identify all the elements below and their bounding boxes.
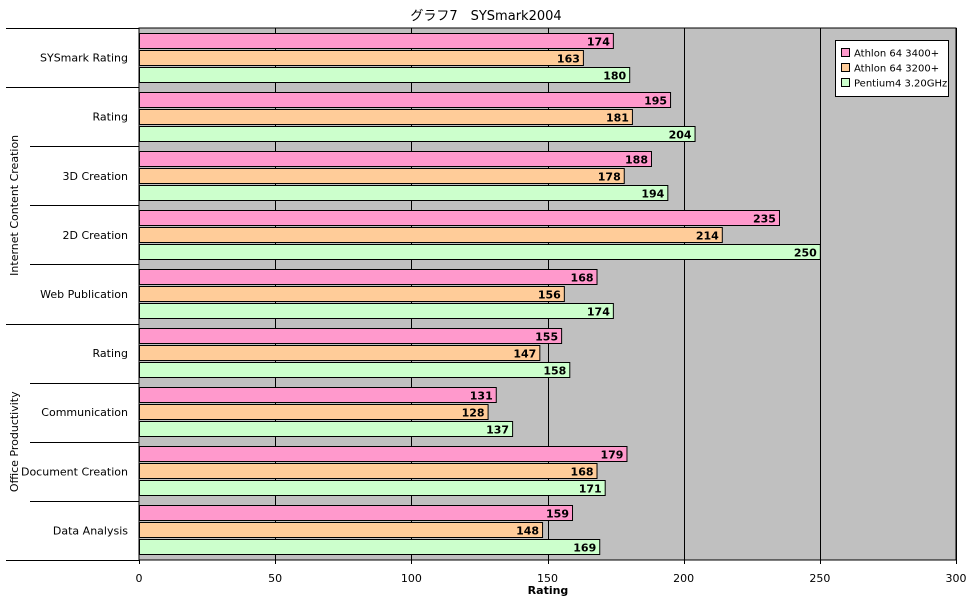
bar (139, 404, 489, 420)
legend-swatch (841, 63, 850, 72)
data-label: 128 (462, 407, 485, 420)
category-label: Web Publication (40, 288, 128, 301)
data-label: 195 (644, 95, 667, 108)
bar (139, 387, 497, 403)
data-label: 156 (538, 289, 561, 302)
legend-swatch (841, 78, 850, 87)
bar (139, 463, 598, 479)
data-label: 179 (601, 449, 624, 462)
data-label: 194 (641, 188, 664, 201)
bar (139, 303, 614, 319)
x-tick-label: 150 (537, 572, 558, 585)
bar (139, 362, 571, 378)
bar (139, 505, 574, 521)
data-label: 174 (587, 36, 610, 49)
legend-entry: Athlon 64 3400+ (854, 49, 939, 60)
bar (139, 185, 669, 201)
category-label: Data Analysis (53, 524, 128, 537)
legend-box (835, 40, 949, 97)
bar (139, 126, 696, 142)
legend: Athlon 64 3400+ Athlon 64 3200+ Pentium4 3… (835, 40, 949, 97)
x-tick-label: 300 (946, 572, 967, 585)
data-label: 131 (470, 390, 493, 403)
category-label: 3D Creation (62, 170, 128, 183)
bar (139, 109, 633, 125)
x-axis-label: Rating (528, 584, 569, 597)
data-label: 137 (486, 424, 509, 437)
bar (139, 328, 563, 344)
data-label: 168 (571, 272, 594, 285)
data-label: 174 (587, 306, 610, 319)
bar (139, 50, 584, 66)
data-label: 169 (573, 542, 596, 555)
data-label: 171 (579, 483, 602, 496)
data-label: 148 (516, 525, 539, 538)
x-tick-label: 0 (136, 572, 143, 585)
bar (139, 522, 544, 538)
legend-swatch (841, 48, 850, 57)
category-label: SYSmark Rating (40, 52, 128, 65)
bar (139, 446, 628, 462)
chart-title: グラフ7 SYSmark2004 (410, 9, 561, 24)
bar (139, 168, 625, 184)
data-label: 158 (543, 365, 566, 378)
data-label: 155 (535, 331, 558, 344)
data-label: 181 (606, 112, 629, 125)
category-label: Rating (93, 111, 128, 124)
x-tick-label: 200 (673, 572, 694, 585)
data-label: 188 (625, 154, 648, 167)
bar (139, 92, 672, 108)
data-label: 147 (513, 348, 536, 361)
x-tick-label: 250 (809, 572, 830, 585)
category-label: Rating (93, 347, 128, 360)
bar (139, 210, 780, 226)
group-label: Internet Content Creation (8, 135, 21, 276)
x-tick-label: 100 (401, 572, 422, 585)
bar (139, 244, 821, 260)
bar (139, 67, 631, 83)
legend-entry: Athlon 64 3200+ (854, 64, 939, 75)
category-label: 2D Creation (62, 229, 128, 242)
bar (139, 269, 598, 285)
x-tick-label: 50 (268, 572, 282, 585)
data-label: 178 (598, 171, 621, 184)
category-label: Communication (41, 406, 128, 419)
bar (139, 480, 606, 496)
data-label: 204 (669, 129, 692, 142)
data-label: 159 (546, 508, 569, 521)
bar (139, 539, 601, 555)
data-label: 235 (753, 213, 776, 226)
category-label: Document Creation (21, 465, 128, 478)
bar (139, 421, 514, 437)
data-label: 214 (696, 230, 719, 243)
bar (139, 151, 652, 167)
legend-entry: Pentium4 3.20GHz (854, 79, 947, 90)
bar (139, 227, 723, 243)
data-label: 250 (794, 247, 817, 260)
bar (139, 33, 614, 49)
bar (139, 286, 565, 302)
data-label: 163 (557, 53, 580, 66)
bar (139, 345, 541, 361)
data-label: 180 (603, 70, 626, 83)
group-label: Office Productivity (8, 391, 21, 492)
data-label: 168 (571, 466, 594, 479)
